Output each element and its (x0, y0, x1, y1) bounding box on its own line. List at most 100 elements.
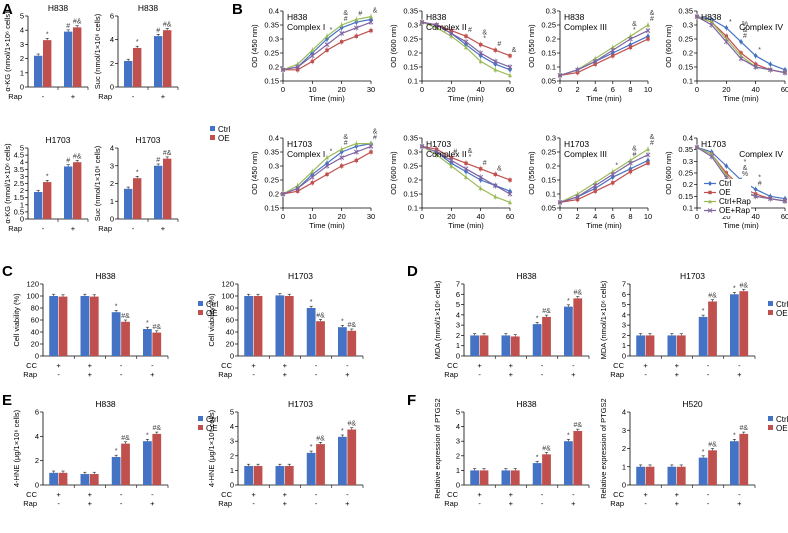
bar-ctrl (34, 55, 43, 87)
marker-cross (507, 191, 513, 197)
y-axis-label: OD (550 nm) (527, 24, 536, 68)
significance-mark: * (310, 299, 313, 306)
condition-sign: + (675, 490, 680, 499)
marker-cross (309, 53, 315, 59)
marker-square (339, 40, 344, 44)
bar-ctrl (532, 324, 542, 356)
bar-ctrl (564, 306, 573, 356)
condition-sign: - (541, 370, 544, 379)
y-tick-label: 0.05 (541, 77, 556, 86)
y-tick-label: 4 (20, 158, 24, 167)
y-tick-label: 0.3 (269, 162, 279, 171)
bar-oe (163, 158, 172, 219)
cell-line-label: H838 (701, 12, 722, 22)
bar-oe (347, 330, 357, 356)
complex-label: Complex III (564, 22, 607, 32)
marker-cross (610, 47, 616, 53)
marker-square (464, 161, 468, 165)
bar-ctrl (80, 474, 90, 485)
marker-cross (694, 144, 700, 150)
significance-mark: * (146, 432, 149, 439)
marker-triangle (628, 158, 633, 163)
y-tick-label: 0.3 (408, 148, 418, 157)
marker-cross (753, 193, 759, 199)
y-tick-label: 60 (31, 316, 39, 325)
condition-row-label: Rap (610, 370, 624, 379)
chart-b4: 0.1 0.15 0.2 0.25 0.3 0.35 0 20 40 60 * #&% * H838 Com… (664, 7, 788, 104)
marker-triangle (593, 180, 598, 185)
significance-mark: * (310, 444, 313, 451)
bar-ctrl (730, 441, 739, 485)
significance-mark: * (567, 298, 570, 305)
significance-mark: #& (739, 282, 748, 289)
marker-triangle (493, 67, 498, 72)
marker-cross (645, 28, 651, 33)
marker-square (325, 172, 329, 177)
marker-square (339, 164, 344, 168)
condition-sign: + (509, 361, 514, 370)
legend-label: OE (719, 188, 731, 197)
condition-sign: - (315, 361, 318, 370)
significance-mark: #& (739, 425, 748, 432)
marker-square (354, 158, 359, 163)
significance-mark: * (758, 174, 761, 181)
x-tick-label: 8 (628, 212, 632, 221)
condition-sign: + (283, 490, 288, 499)
y-tick-label: 4 (20, 26, 24, 35)
y-tick-label: 0.15 (541, 49, 556, 58)
y-tick-label: 1.5 (14, 193, 24, 202)
condition-sign: - (738, 361, 741, 370)
bar-oe (479, 335, 489, 356)
marker-square (493, 48, 498, 52)
x-tick-label: 20 (447, 212, 455, 221)
marker-diamond (739, 39, 743, 45)
chart-a3: 00.511.522.533.544.55 * - ##& + Rap H1703 α-KG … (3, 135, 89, 233)
bar-ctrl (143, 441, 152, 485)
marker-diamond (768, 61, 773, 67)
bar-oe (253, 466, 263, 485)
significance-mark: & (343, 134, 348, 141)
chart-title: H1703 (680, 271, 705, 281)
significance-mark: #& (163, 150, 172, 157)
chart-b5: 0.150.20.250.30.350.40 10 20 30*#& #&H1703Co… (250, 129, 378, 230)
significance-mark: #& (347, 322, 356, 329)
x-tick-label: 40 (476, 212, 484, 221)
y-tick-label: 0.3 (269, 35, 279, 44)
y-tick-label: 0.15 (264, 204, 279, 213)
y-tick-label: 0 (230, 481, 234, 490)
condition-sign: - (120, 499, 123, 508)
x-tick-label: 0 (558, 85, 562, 94)
y-tick-label: 0.1 (546, 190, 556, 199)
marker-diamond (724, 25, 729, 31)
marker-triangle (449, 163, 454, 168)
bar-ctrl (244, 296, 254, 356)
legend-label: OE+Rap (719, 206, 750, 215)
legend-swatch (198, 416, 203, 421)
y-axis-label: OD (600 nm) (389, 24, 398, 68)
y-tick-label: 1 (456, 341, 460, 350)
condition-sign: - (120, 361, 123, 370)
condition-sign: - (478, 370, 481, 379)
y-tick-label: 0.05 (541, 204, 556, 213)
significance-mark: * (469, 154, 472, 161)
condition-row-label: Rap (23, 370, 37, 379)
bar-ctrl (111, 312, 121, 356)
y-tick-label: 6 (35, 408, 39, 417)
x-tick-label: 60 (506, 85, 514, 94)
condition-sign: - (252, 499, 255, 508)
y-axis-label: α-KG (nmol/1×10⁶ cells) (3, 143, 12, 224)
significance-mark: #& (316, 312, 325, 319)
y-tick-label: 0.25 (541, 148, 556, 157)
y-tick-label: 120 (221, 280, 234, 289)
y-tick-label: 3 (456, 321, 460, 330)
marker-cross (339, 155, 345, 160)
significance-mark: # (453, 149, 457, 156)
chart-b2: 0.10.150.20.250.30.350 20 40 60#*&#&H838Com… (389, 7, 517, 104)
bar-ctrl (124, 188, 133, 219)
legend-swatch (198, 301, 203, 306)
marker-triangle (339, 146, 344, 151)
y-tick-label: 20 (31, 340, 39, 349)
y-axis-label: 4-HNE (μg/1×10⁶ cells) (12, 409, 21, 487)
y-tick-label: 0.1 (683, 77, 693, 86)
condition-sign: - (644, 370, 647, 379)
